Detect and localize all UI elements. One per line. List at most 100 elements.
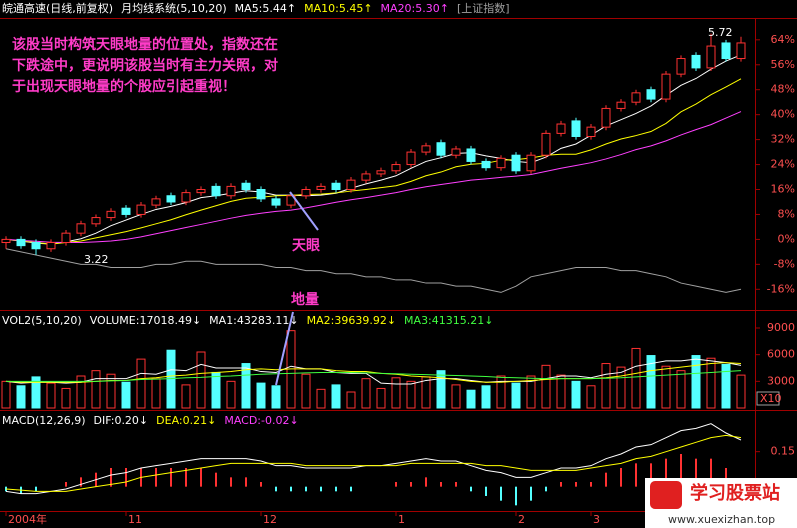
watermark-url: www.xuexizhan.top xyxy=(668,513,775,526)
x-tick-label: 11 xyxy=(128,513,142,526)
volume-bar xyxy=(316,388,326,409)
header-label: MA2:39639.92↓ xyxy=(307,314,396,327)
volume-bar xyxy=(271,385,281,409)
volume-bar xyxy=(121,381,131,409)
y-tick-label: 9000 xyxy=(767,321,795,334)
volume-bar xyxy=(661,365,671,409)
y-tick-label: 0.15 xyxy=(771,445,796,458)
header-label: MA10:5.45↑ xyxy=(304,2,372,15)
candle-body xyxy=(736,42,746,60)
badge-box xyxy=(756,391,780,406)
volume-bar xyxy=(601,363,611,409)
series-line xyxy=(5,358,742,385)
y-tick-label: -8% xyxy=(774,257,795,270)
series-line xyxy=(5,78,742,245)
series-line xyxy=(5,54,742,245)
y-tick-label: 64% xyxy=(771,33,795,46)
volume-bar xyxy=(331,384,341,409)
candle-body xyxy=(706,45,716,69)
y-tick-label: 0% xyxy=(778,232,795,245)
volume-bar xyxy=(631,347,641,409)
y-tick-label: -16% xyxy=(767,282,795,295)
x-tick-label: 2 xyxy=(518,513,525,526)
volume-bar xyxy=(481,385,491,409)
volume-bar xyxy=(556,374,566,409)
y-tick-label: 3000 xyxy=(767,374,795,387)
volume-bar xyxy=(586,385,596,409)
candle-body xyxy=(571,120,581,137)
x-tick-label: 2004年 xyxy=(8,512,47,526)
candle-body xyxy=(631,92,641,103)
candle-body xyxy=(181,192,191,203)
header-label: MA5:5.44↑ xyxy=(235,2,296,15)
candle-body xyxy=(496,157,506,169)
header-label: MA3:41315.21↓ xyxy=(404,314,493,327)
y-tick-label: 56% xyxy=(771,58,795,71)
volume-bar xyxy=(226,380,236,409)
candle-body xyxy=(616,101,626,109)
volume-bar xyxy=(211,371,221,409)
volume-bar xyxy=(61,387,71,409)
candle-body xyxy=(271,198,281,206)
candle-body xyxy=(481,160,491,169)
volume-bar xyxy=(676,370,686,409)
series-line xyxy=(5,111,742,244)
candle-body xyxy=(256,189,266,200)
header-label: [上证指数] xyxy=(457,1,510,15)
callout-arrow xyxy=(275,311,294,386)
note-line: 该股当时构筑天眼地量的位置处，指数还在 xyxy=(12,36,278,53)
volume-bar xyxy=(406,380,416,409)
volume-bar xyxy=(1,380,11,409)
low-label: 3.22 xyxy=(84,253,109,266)
note-line: 于出现天眼地量的个股应引起重视！ xyxy=(12,78,236,95)
volume-bar xyxy=(466,389,476,409)
header-label: 月均线系统(5,10,20) xyxy=(121,1,227,15)
volume-bar xyxy=(376,387,386,409)
candle-body xyxy=(331,182,341,191)
candle-body xyxy=(241,182,251,191)
volume-bar xyxy=(241,363,251,409)
volume-bar xyxy=(301,373,311,409)
header-label: MA20:5.30↑ xyxy=(381,2,449,15)
volume-bar xyxy=(136,358,146,409)
candle-body xyxy=(226,185,236,197)
candle-body xyxy=(31,242,41,250)
candle-body xyxy=(451,148,461,156)
volume-bar xyxy=(526,375,536,409)
x-tick-label: 12 xyxy=(263,513,277,526)
candle-body xyxy=(691,54,701,69)
candle-body xyxy=(721,42,731,60)
volume-bar xyxy=(46,382,56,409)
candle-body xyxy=(211,185,221,197)
candle-body xyxy=(61,232,71,244)
volume-bar xyxy=(436,370,446,409)
volume-bar xyxy=(646,355,656,409)
x-tick-label: 1 xyxy=(398,513,405,526)
x-tick-label: 3 xyxy=(593,513,600,526)
volume-bar xyxy=(706,357,716,409)
header-label: MACD(12,26,9) xyxy=(2,414,86,427)
candle-body xyxy=(646,89,656,100)
series-line xyxy=(5,434,742,492)
y-tick-label: 48% xyxy=(771,83,795,96)
volume-bar xyxy=(571,380,581,409)
volume-bar xyxy=(256,382,266,409)
volume-bar xyxy=(511,382,521,409)
volume-bar xyxy=(151,378,161,409)
candle-body xyxy=(556,123,566,134)
header-label: VOLUME:17018.49↓ xyxy=(90,314,201,327)
volume-bar xyxy=(31,376,41,409)
y-tick-label: 16% xyxy=(771,183,795,196)
candle-body xyxy=(466,148,476,162)
header-label: DIF:0.20↓ xyxy=(94,414,149,427)
watermark: 学习股票站 www.xuexizhan.top xyxy=(645,478,797,528)
candle-body xyxy=(406,151,416,166)
header-label: DEA:0.21↓ xyxy=(156,414,216,427)
volume-bar xyxy=(16,385,26,409)
candle-body xyxy=(541,132,551,156)
candle-body xyxy=(661,73,671,100)
volume-bar xyxy=(496,375,506,409)
candle-body xyxy=(151,198,161,206)
